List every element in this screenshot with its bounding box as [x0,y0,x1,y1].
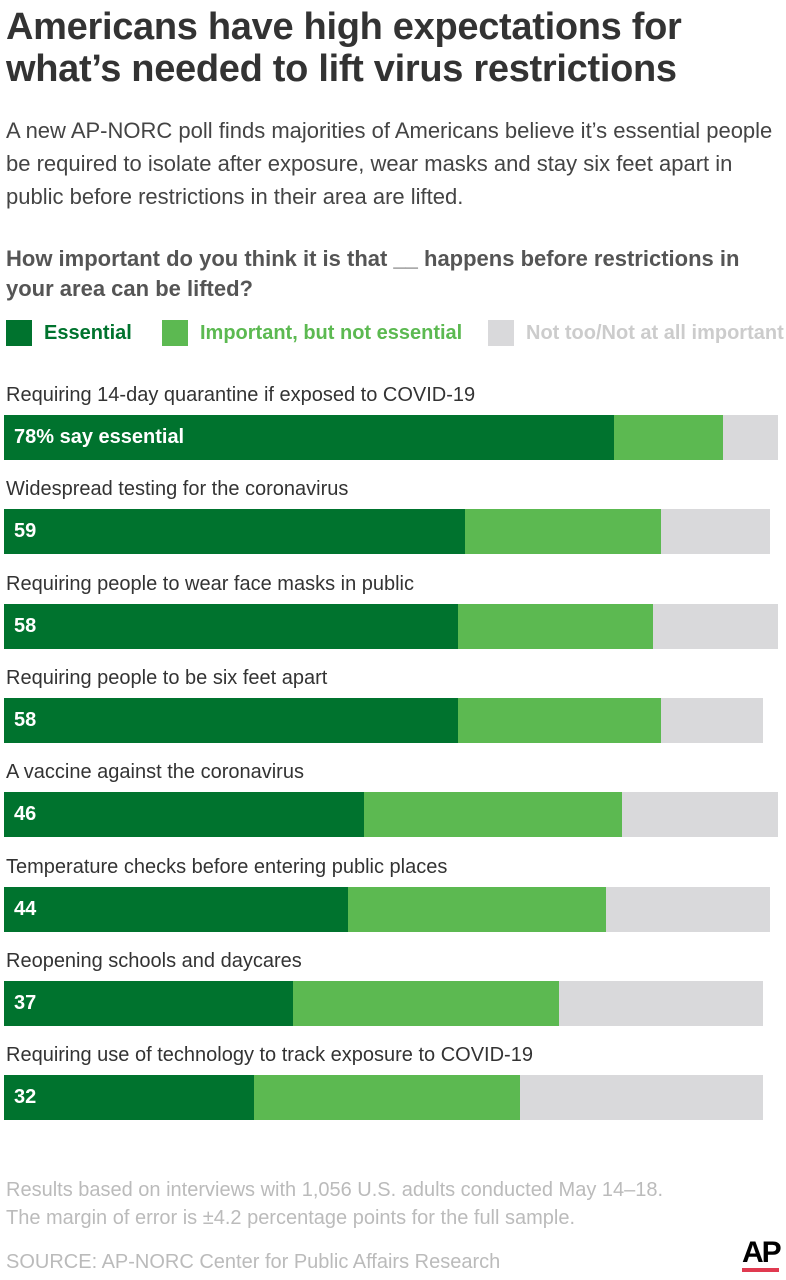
source: SOURCE: AP-NORC Center for Public Affair… [6,1251,501,1273]
category-label: Widespread testing for the coronavirus [6,478,349,501]
data-label: 58 [14,614,37,637]
category-label: Requiring people to be six feet apart [6,666,328,689]
category-label: Requiring use of technology to track exp… [6,1044,533,1067]
data-label: 58 [14,708,37,731]
bar-segment-not-important [723,415,779,460]
legend-swatch [162,320,188,346]
data-label: 37 [14,991,37,1014]
bar-segment-essential [4,697,458,743]
data-label: 46 [14,803,37,826]
bar-segment-important [457,697,661,743]
bar-segment-important [457,603,654,649]
bar-segment-not-important [606,886,771,932]
ap-logo-underline [742,1268,779,1272]
chart-subtitle: A new AP-NORC poll finds majorities of A… [6,118,773,209]
data-label: 59 [14,520,37,543]
bar-segment-essential [4,980,294,1026]
bar-segment-essential [4,509,466,555]
bar-segment-important [465,509,661,555]
category-label: Temperature checks before entering publi… [6,855,448,878]
bar-segment-not-important [660,697,763,743]
bar-segment-not-important [621,792,779,838]
category-label: Reopening schools and daycares [6,949,302,972]
bar-segment-essential [4,886,349,932]
category-label: A vaccine against the coronavirus [6,761,304,784]
bar-segment-essential [4,1075,255,1121]
legend-essential: Essential [6,320,132,346]
data-label: 32 [14,1086,37,1109]
bar-segment-not-important [660,509,771,555]
bar-segment-essential [4,603,458,649]
footnote: Results based on interviews with 1,056 U… [6,1179,664,1201]
bar-segment-important [348,886,607,932]
legend-swatch [6,320,32,346]
bar-segment-essential [4,415,614,460]
category-label: Requiring 14-day quarantine if exposed t… [6,384,476,406]
legend-important: Important, but not essential [162,320,462,346]
bar-segment-important [254,1075,521,1121]
bar-segment-not-important [653,603,779,649]
bar-segment-important [363,792,622,838]
bar-segment-important [613,415,724,460]
category-label: Requiring people to wear face masks in p… [6,572,414,595]
legend: Essential Important, but not essential N… [6,320,786,350]
bar-segment-important [293,980,560,1026]
data-label: 78% say essential [14,426,185,448]
bar-segment-not-important [520,1075,763,1121]
ap-logo: AP [742,1236,782,1269]
bar-segment-essential [4,792,364,838]
chart-title: Americans have high expectations for wha… [6,6,682,90]
survey-question: How important do you think it is that __… [6,246,740,301]
footnote: The margin of error is ±4.2 percentage p… [6,1207,576,1229]
data-label: 44 [14,897,37,920]
legend-not-important: Not too/Not at all important [488,320,784,346]
legend-swatch [488,320,514,346]
bar-segment-not-important [559,980,763,1026]
